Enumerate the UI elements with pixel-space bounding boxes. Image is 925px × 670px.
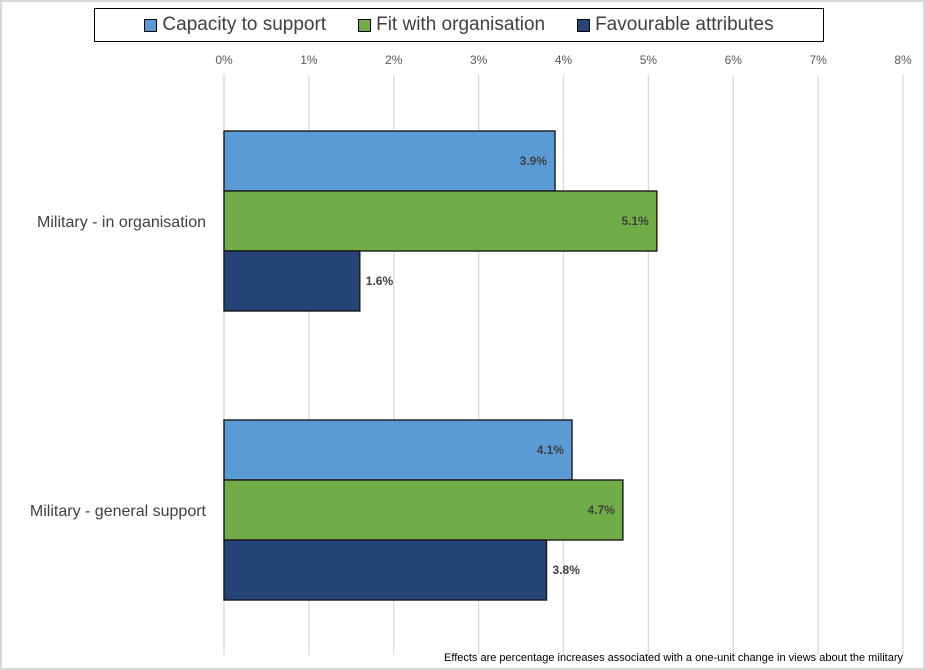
legend: Capacity to support Fit with organisatio…	[94, 8, 824, 42]
bar-fit-with-organisation	[223, 190, 658, 252]
data-label: 4.7%	[588, 503, 616, 517]
x-tick-label: 2%	[385, 53, 403, 67]
data-label: 1.6%	[366, 274, 394, 288]
x-tick-label: 8%	[894, 53, 912, 67]
x-tick-label: 6%	[725, 53, 743, 67]
category-labels: Military - in organisation Military - gen…	[30, 214, 207, 520]
bars	[223, 130, 658, 601]
x-tick-label: 3%	[470, 53, 488, 67]
data-labels: 3.9% 5.1% 1.6% 4.1% 4.7% 3.8%	[366, 154, 649, 577]
x-tick-label: 1%	[300, 53, 318, 67]
legend-label-capacity: Capacity to support	[162, 14, 327, 35]
x-tick-label: 5%	[640, 53, 658, 67]
legend-label-fit: Fit with organisation	[376, 14, 546, 35]
bar-fit-with-organisation	[223, 479, 624, 541]
x-tick-label: 4%	[555, 53, 573, 67]
legend-item-fit: Fit with organisation	[358, 14, 545, 36]
data-label: 4.1%	[537, 443, 565, 457]
legend-item-capacity: Capacity to support	[144, 14, 326, 36]
legend-item-favourable: Favourable attributes	[577, 14, 774, 36]
legend-label-favourable: Favourable attributes	[595, 14, 774, 35]
bar-capacity-to-support	[223, 419, 573, 481]
bar-capacity-to-support	[223, 130, 556, 192]
legend-swatch-fit	[358, 18, 372, 32]
category-label: Military - in organisation	[37, 214, 206, 231]
x-tick-label: 7%	[809, 53, 827, 67]
bar-favourable-attributes	[223, 250, 361, 312]
bar-favourable-attributes	[223, 539, 548, 601]
data-label: 3.9%	[520, 154, 548, 168]
data-label: 5.1%	[622, 214, 650, 228]
category-label: Military - general support	[30, 503, 207, 520]
x-tick-label: 0%	[215, 53, 233, 67]
footnote: Effects are percentage increases associa…	[444, 652, 903, 664]
data-label: 3.8%	[553, 563, 581, 577]
x-axis-ticks: 0% 1% 2% 3% 4% 5% 6% 7% 8%	[215, 53, 912, 67]
legend-swatch-favourable	[577, 18, 591, 32]
legend-swatch-capacity	[144, 18, 158, 32]
